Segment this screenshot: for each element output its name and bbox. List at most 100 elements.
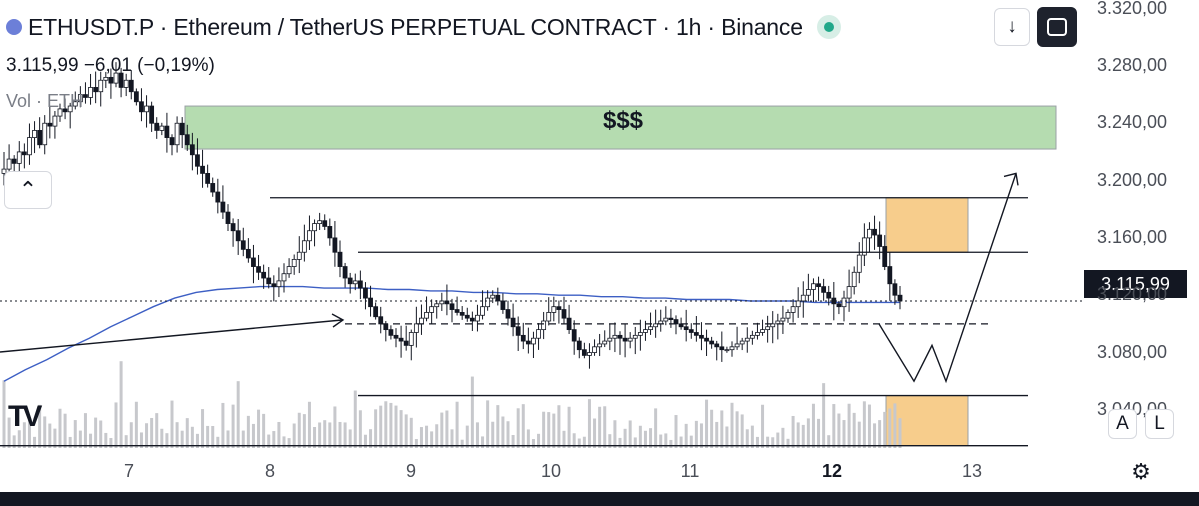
candle-body xyxy=(281,273,287,282)
candle-body xyxy=(632,334,638,339)
candle-body xyxy=(780,317,786,322)
candle-body xyxy=(332,237,338,253)
candle-body xyxy=(240,240,246,250)
candle-body xyxy=(760,329,765,333)
candle-body xyxy=(413,323,419,333)
candle-body xyxy=(149,105,155,124)
volume-bar xyxy=(501,416,505,448)
ethereum-logo-icon xyxy=(6,18,22,35)
volume-bar xyxy=(221,402,225,448)
candle-body xyxy=(403,340,409,346)
candle-body xyxy=(337,251,343,267)
volume-bar xyxy=(73,420,77,448)
log-scale-button[interactable]: L xyxy=(1145,409,1174,439)
volume-bar xyxy=(404,414,408,448)
volume-bar xyxy=(460,439,464,448)
candle-body xyxy=(490,294,496,299)
chart-settings-button[interactable]: ⚙ xyxy=(1125,456,1157,488)
volume-bar xyxy=(409,417,413,448)
candle-body xyxy=(225,211,231,224)
volume-bar xyxy=(679,436,683,448)
fullscreen-button[interactable] xyxy=(1037,7,1077,47)
volume-bar xyxy=(740,414,744,448)
settings-gear-icon: ⚙ xyxy=(1131,459,1151,484)
volume-bar xyxy=(272,431,276,448)
candle-body xyxy=(882,246,888,267)
volume-bar xyxy=(486,400,490,448)
candle-body xyxy=(352,280,358,285)
volume-bar xyxy=(776,432,780,448)
candle-body xyxy=(648,326,653,331)
candle-body xyxy=(668,317,674,320)
volume-bar xyxy=(811,403,815,448)
volume-bar xyxy=(516,408,520,448)
volume-bar xyxy=(129,422,133,448)
candle-body xyxy=(113,72,119,84)
candle-body xyxy=(245,248,251,259)
candle-body xyxy=(770,323,776,328)
price-tick-label: 3.200,00 xyxy=(1097,169,1168,190)
candle-body xyxy=(62,108,68,113)
candle-body xyxy=(571,329,577,342)
volume-bar xyxy=(160,428,164,448)
volume-bar xyxy=(557,405,561,448)
volume-bar xyxy=(419,427,423,448)
candle-body xyxy=(637,332,643,336)
candle-body xyxy=(235,230,241,242)
volume-bar xyxy=(338,421,342,448)
volume-bar xyxy=(27,419,31,448)
volume-bar xyxy=(470,376,474,448)
bottom-bar xyxy=(0,492,1199,506)
volume-indicator-label[interactable]: Vol · ETH xyxy=(6,91,84,111)
volume-bar xyxy=(730,402,734,448)
candle-body xyxy=(755,332,760,336)
volume-bar xyxy=(358,410,362,448)
candle-body xyxy=(587,352,592,356)
candle-body xyxy=(408,332,414,346)
volume-bar xyxy=(277,421,281,448)
volume-bar xyxy=(837,413,841,448)
candle-body xyxy=(826,291,832,299)
volume-bar xyxy=(48,423,52,448)
volume-bar xyxy=(17,430,21,448)
volume-bar xyxy=(445,410,449,448)
volume-bar xyxy=(715,421,719,448)
volume-bar xyxy=(414,439,418,448)
volume-bar xyxy=(216,436,220,448)
volume-bar xyxy=(613,420,617,448)
volume-bar xyxy=(674,415,678,448)
candle-body xyxy=(643,329,648,333)
candle-body xyxy=(164,125,170,138)
download-button[interactable]: ↓ xyxy=(994,8,1030,46)
candle-body xyxy=(841,297,847,308)
candle-body xyxy=(597,343,603,348)
fullscreen-icon xyxy=(1047,18,1067,36)
collapse-legend-button[interactable]: ⌃ xyxy=(4,171,52,209)
candle-body xyxy=(800,294,806,302)
volume-bar xyxy=(455,401,459,448)
candle-body xyxy=(480,306,485,316)
candle-body xyxy=(887,266,893,285)
candle-body xyxy=(536,329,541,339)
candle-body xyxy=(795,300,801,308)
volume-bar xyxy=(806,418,810,448)
volume-bar xyxy=(511,434,515,448)
candle-body xyxy=(108,76,114,84)
volume-bar xyxy=(735,411,739,448)
candle-body xyxy=(205,173,211,184)
candle-body xyxy=(256,266,261,273)
candle-body xyxy=(515,326,521,336)
volume-bar xyxy=(450,429,454,448)
candle-body xyxy=(561,309,567,319)
auto-scale-button[interactable]: A xyxy=(1108,409,1137,439)
volume-bar xyxy=(150,417,154,448)
candle-body xyxy=(98,79,104,93)
candle-body xyxy=(551,306,557,313)
volume-bar xyxy=(842,420,846,448)
candle-body xyxy=(383,323,389,331)
volume-bar xyxy=(287,438,291,448)
volume-bar xyxy=(195,433,199,448)
volume-bar xyxy=(328,422,332,448)
volume-bar xyxy=(791,415,795,448)
